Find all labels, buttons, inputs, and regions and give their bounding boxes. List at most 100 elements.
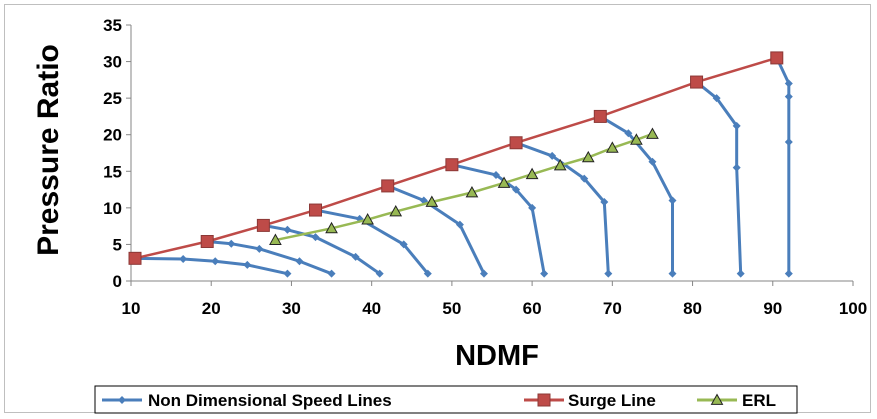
speed-line [133, 256, 289, 276]
speed-line-point [479, 269, 488, 278]
surge-line-series [128, 51, 784, 265]
y-tick-label: 10 [103, 199, 122, 218]
speed-line-point [548, 151, 557, 160]
y-tick-label: 35 [103, 16, 122, 35]
speed-line-point [423, 269, 432, 278]
erl-point [553, 158, 567, 171]
speed-line-point [327, 269, 336, 278]
speed-line-point [712, 94, 721, 103]
speed-line [314, 208, 430, 276]
legend-swatch-marker [710, 393, 724, 405]
speed-line-point [283, 225, 292, 234]
surge-line [134, 56, 778, 260]
erl-point [630, 133, 643, 145]
speed-line-point [668, 196, 677, 205]
speed-lines-series [131, 53, 793, 278]
y-axis-title: Pressure Ratio [32, 44, 65, 256]
erl-point [646, 127, 659, 139]
speed-line-point [399, 240, 408, 249]
speed-line-point [732, 163, 741, 172]
x-axis-title: NDMF [455, 340, 539, 372]
legend-label: Surge Line [568, 391, 656, 410]
speed-line-point [351, 252, 360, 261]
surge-point [509, 136, 523, 150]
speed-line-point [255, 244, 264, 253]
legend-label: Non Dimensional Speed Lines [148, 391, 392, 410]
speed-line [450, 163, 546, 276]
speed-line-point [604, 269, 613, 278]
speed-line [695, 80, 743, 276]
speed-line-point [784, 269, 793, 278]
x-tick-label: 60 [523, 299, 542, 318]
speed-line-point [600, 198, 609, 207]
x-tick-label: 50 [442, 299, 461, 318]
surge-point [770, 51, 784, 65]
x-tick-label: 10 [122, 299, 141, 318]
surge-point [593, 109, 607, 123]
speed-line-point [311, 233, 320, 242]
speed-line-point [295, 257, 304, 266]
surge-point [690, 75, 704, 89]
speed-line-point [648, 157, 657, 166]
speed-line-point [455, 220, 464, 229]
x-tick-label: 90 [763, 299, 782, 318]
speed-line-point [492, 170, 501, 179]
erl-point [525, 167, 539, 180]
y-tick-label: 20 [103, 126, 122, 145]
speed-line [775, 56, 791, 276]
legend-item: ERL [697, 391, 776, 410]
erl-series [269, 127, 659, 245]
erl-point [465, 185, 479, 198]
y-tick-label: 0 [113, 272, 122, 291]
erl-point [581, 150, 595, 163]
x-tick-label: 20 [202, 299, 221, 318]
surge-point [256, 218, 270, 232]
surge-point [200, 235, 214, 249]
surge-point [381, 179, 395, 193]
speed-line-point [375, 269, 384, 278]
erl-point [269, 233, 282, 245]
axes: 0 5 10 15 20 25 30 35 10 20 30 40 50 60 70 80 90 100 [103, 16, 867, 318]
surge-point [128, 251, 142, 265]
erl-point [361, 213, 375, 225]
legend-item: Surge Line [524, 391, 656, 410]
speed-line-point [668, 269, 677, 278]
speed-line-point [784, 138, 793, 147]
series-layer [128, 51, 793, 278]
x-tick-label: 100 [839, 299, 867, 318]
erl-point [425, 195, 439, 207]
speed-line [261, 223, 382, 276]
legend-label: ERL [742, 391, 776, 410]
legend-swatch-marker [537, 393, 551, 407]
speed-line-point [580, 174, 589, 183]
y-tick-label: 15 [103, 162, 122, 181]
y-tick-label: 30 [103, 53, 122, 72]
surge-point [445, 158, 459, 172]
speed-line-point [732, 121, 741, 130]
legend-box [94, 385, 798, 414]
speed-line-point [179, 255, 188, 264]
speed-line-point [540, 269, 549, 278]
erl-point [389, 204, 403, 217]
speed-line-point [736, 269, 745, 278]
speed-line-point [624, 129, 633, 138]
speed-line-point [512, 185, 521, 194]
x-tick-label: 30 [282, 299, 301, 318]
erl-point [605, 141, 619, 153]
speed-line-point [784, 79, 793, 88]
speed-line-point [211, 257, 220, 266]
speed-line [386, 184, 486, 276]
x-tick-label: 70 [603, 299, 622, 318]
y-tick-label: 25 [103, 89, 122, 108]
y-tick-label: 5 [113, 235, 122, 254]
x-tick-label: 40 [362, 299, 381, 318]
speed-line-point [784, 92, 793, 101]
speed-line-point [528, 203, 537, 212]
speed-line-point [283, 269, 292, 278]
legend-swatch-marker [118, 396, 126, 404]
speed-line-point [243, 260, 252, 269]
legend-item: Non Dimensional Speed Lines [102, 391, 392, 410]
x-tick-label: 80 [683, 299, 702, 318]
erl-point [497, 176, 511, 188]
